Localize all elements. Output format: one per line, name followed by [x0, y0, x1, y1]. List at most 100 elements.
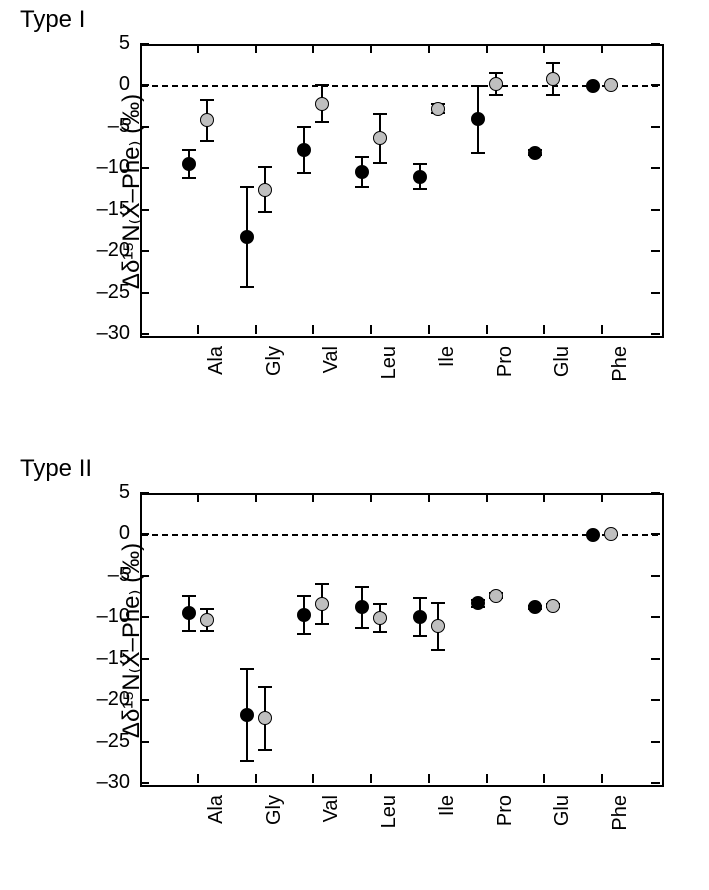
ytick	[651, 250, 660, 252]
data-marker	[546, 599, 560, 613]
xtick	[197, 325, 199, 334]
ytick	[140, 658, 149, 660]
xtick-label: Phe	[609, 795, 632, 855]
ytick	[651, 167, 660, 169]
xtick-label: Leu	[378, 346, 401, 406]
ytick	[651, 43, 660, 45]
data-marker	[258, 711, 272, 725]
xtick	[312, 325, 314, 334]
data-marker	[528, 146, 542, 160]
xtick-label: Ile	[436, 795, 459, 855]
error-cap	[546, 62, 560, 64]
xtick	[312, 493, 314, 502]
error-cap	[182, 149, 196, 151]
error-cap	[258, 749, 272, 751]
ytick	[651, 658, 660, 660]
data-marker	[373, 611, 387, 625]
ytick	[140, 209, 149, 211]
data-marker	[471, 112, 485, 126]
error-cap	[182, 177, 196, 179]
xtick-label: Ile	[436, 346, 459, 406]
xtick	[312, 44, 314, 53]
panel-title-type1: Type I	[20, 6, 85, 34]
data-marker	[240, 230, 254, 244]
ytick-label: 5	[80, 481, 130, 504]
error-cap	[413, 188, 427, 190]
data-marker	[315, 597, 329, 611]
error-cap	[200, 608, 214, 610]
data-marker	[200, 113, 214, 127]
error-cap	[258, 686, 272, 688]
xtick	[197, 774, 199, 783]
xtick-label: Gly	[263, 795, 286, 855]
ytick	[140, 741, 149, 743]
error-cap	[315, 623, 329, 625]
error-cap	[258, 211, 272, 213]
xtick	[486, 774, 488, 783]
ytick-label: –30	[80, 322, 130, 345]
ytick	[140, 167, 149, 169]
ytick	[140, 575, 149, 577]
error-cap	[240, 760, 254, 762]
xtick-label: Glu	[551, 795, 574, 855]
error-cap	[355, 586, 369, 588]
data-marker	[240, 708, 254, 722]
error-cap	[431, 649, 445, 651]
data-marker	[586, 79, 600, 93]
error-cap	[546, 94, 560, 96]
xtick-label: Leu	[378, 795, 401, 855]
ytick-label: –30	[80, 771, 130, 794]
error-cap	[182, 630, 196, 632]
ytick-label: 0	[80, 522, 130, 545]
data-marker	[182, 157, 196, 171]
xtick	[255, 325, 257, 334]
xtick	[370, 493, 372, 502]
error-cap	[355, 156, 369, 158]
xtick	[486, 493, 488, 502]
xtick-label: Val	[320, 795, 343, 855]
data-marker	[431, 619, 445, 633]
ytick	[140, 492, 149, 494]
error-cap	[240, 186, 254, 188]
xtick-label: Pro	[494, 346, 517, 406]
xtick-label: Val	[320, 346, 343, 406]
zero-line	[142, 85, 658, 87]
ytick-label: –15	[80, 647, 130, 670]
ytick	[140, 333, 149, 335]
ytick	[651, 699, 660, 701]
ytick	[651, 616, 660, 618]
error-cap	[413, 635, 427, 637]
ytick-label: 5	[80, 32, 130, 55]
xtick	[543, 493, 545, 502]
error-cap	[373, 113, 387, 115]
xtick	[197, 44, 199, 53]
data-marker	[315, 97, 329, 111]
error-cap	[413, 597, 427, 599]
xtick	[543, 44, 545, 53]
xtick	[312, 774, 314, 783]
ytick	[140, 782, 149, 784]
xtick	[543, 325, 545, 334]
data-marker	[355, 600, 369, 614]
xtick	[428, 774, 430, 783]
error-cap	[200, 140, 214, 142]
error-cap	[315, 583, 329, 585]
error-cap	[297, 126, 311, 128]
figure: Type IΔδ¹⁵N₍X–Phe₎ (‰)50–5–10–15–20–25–3…	[0, 0, 709, 890]
ytick-label: –20	[80, 239, 130, 262]
data-marker	[355, 165, 369, 179]
error-cap	[373, 631, 387, 633]
xtick	[255, 44, 257, 53]
xtick	[543, 774, 545, 783]
data-marker	[528, 600, 542, 614]
error-cap	[431, 602, 445, 604]
data-marker	[489, 589, 503, 603]
ytick	[140, 126, 149, 128]
error-cap	[355, 627, 369, 629]
xtick-label: Phe	[609, 346, 632, 406]
error-cap	[355, 186, 369, 188]
xtick	[428, 44, 430, 53]
xtick-label: Ala	[205, 795, 228, 855]
ytick-label: –5	[80, 564, 130, 587]
xtick	[370, 44, 372, 53]
